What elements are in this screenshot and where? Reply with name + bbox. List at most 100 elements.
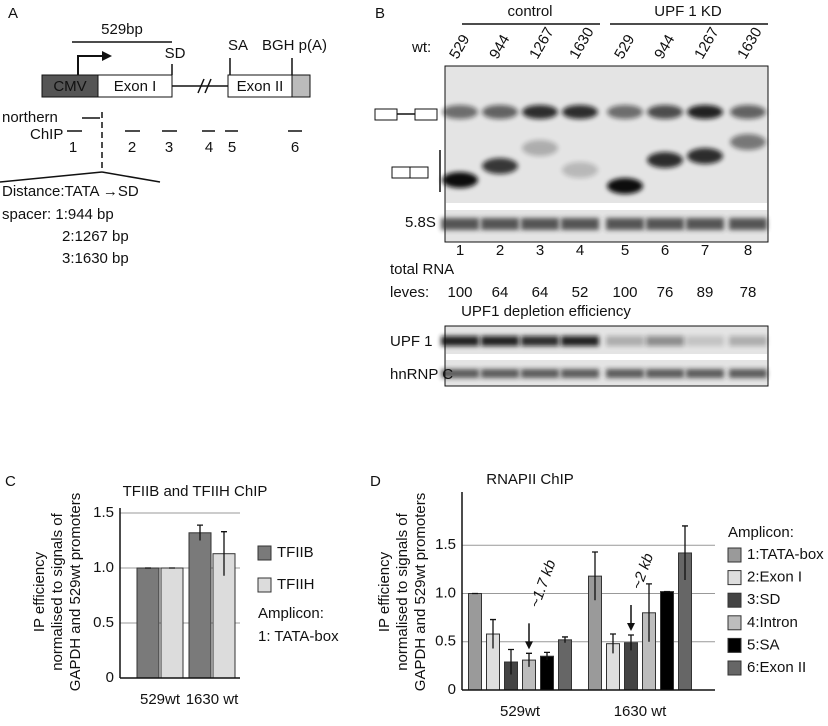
rna-band — [730, 105, 766, 119]
spacer-label: spacer: 1:944 bp — [2, 206, 114, 223]
spacer-label: 3:1630 bp — [62, 250, 129, 267]
lane-number: 5 — [621, 242, 629, 259]
icon — [391, 166, 411, 179]
polya-box — [291, 74, 311, 98]
break — [197, 78, 205, 94]
box-label: Exon II — [237, 78, 284, 95]
rna-band — [522, 140, 558, 156]
western-band — [686, 369, 724, 378]
chart-title: RNAPII ChIP — [486, 471, 574, 488]
y-tick-label: 0 — [448, 681, 456, 698]
western-band — [561, 369, 599, 378]
lane-label: 1630 — [566, 25, 597, 62]
y-tick-label: 1.0 — [435, 584, 456, 601]
lane-label: 529 — [611, 32, 638, 62]
length-label: 529bp — [101, 21, 143, 38]
lane-label: 1630 — [734, 25, 765, 62]
rna-level: 100 — [612, 284, 637, 301]
rna-level: 100 — [447, 284, 472, 301]
error-bar — [646, 583, 652, 642]
error-bar — [508, 648, 514, 675]
bar — [160, 567, 184, 679]
rna-band — [607, 178, 643, 194]
rna-band — [562, 105, 598, 119]
lane-number: 6 — [661, 242, 669, 259]
blot-label: UPF 1 — [390, 333, 433, 350]
error-bar — [221, 531, 227, 576]
lane-number: 3 — [536, 242, 544, 259]
marker-band — [441, 218, 479, 230]
arrow-head — [627, 622, 635, 631]
icon — [374, 108, 398, 121]
lane-label: 1267 — [691, 25, 722, 62]
rna-band — [442, 172, 478, 188]
legend-swatch — [727, 570, 742, 586]
y-axis-label: normalised to signals of — [49, 512, 66, 670]
x-tick-label: 1630 wt — [186, 691, 239, 708]
amplicon-label: 1 — [69, 139, 77, 156]
western-band — [521, 336, 559, 346]
bar — [540, 655, 554, 691]
error-bar — [628, 634, 634, 651]
rna-label: leves: — [390, 284, 429, 301]
legend-swatch — [727, 615, 742, 631]
panel-label: C — [5, 473, 16, 490]
depletion-label: UPF1 depletion efficiency — [461, 303, 631, 320]
group-label: control — [507, 3, 552, 20]
y-tick-label: 0.5 — [435, 633, 456, 650]
western-band — [561, 336, 599, 346]
error-bar — [544, 651, 550, 661]
icon — [414, 108, 438, 121]
legend-swatch — [257, 577, 272, 593]
group-label: UPF 1 KD — [654, 3, 722, 20]
rna-level: 64 — [532, 284, 549, 301]
panel-label: D — [370, 473, 381, 490]
legend-label: TFIIB — [277, 544, 314, 561]
annotation: ~1.7 kb — [527, 558, 560, 610]
marker-band — [561, 218, 599, 230]
rna-band — [647, 105, 683, 119]
fan — [0, 171, 103, 183]
panel-label: A — [8, 5, 18, 22]
y-axis-label: GAPDH and 529wt promoters — [412, 493, 429, 691]
legend-swatch — [257, 545, 272, 561]
marker-band — [606, 218, 644, 230]
error-bar — [197, 524, 203, 541]
western-band — [441, 336, 479, 346]
marker-band — [481, 218, 519, 230]
legend-title: Amplicon: — [728, 524, 794, 541]
error-bar — [682, 525, 688, 580]
lane-label: 944 — [486, 32, 513, 62]
marker-band — [646, 218, 684, 230]
lane-label: 1267 — [526, 25, 557, 62]
chip-label: ChIP — [30, 126, 63, 143]
promoter-arrow — [77, 55, 104, 75]
marker-band — [729, 218, 767, 230]
amplicon-label: 6 — [291, 139, 299, 156]
lane-label: 944 — [651, 32, 678, 62]
marker-label: 5.8S — [405, 214, 436, 231]
legend-label: 2:Exon I — [747, 569, 802, 586]
rna-band — [442, 105, 478, 119]
annotation: ~2 kb — [629, 551, 658, 592]
site-label: SA — [228, 37, 248, 54]
y-axis-label: IP efficiency — [31, 551, 48, 632]
x-tick-label: 529wt — [140, 691, 181, 708]
legend-note: 1: TATA-box — [258, 628, 339, 645]
legend-swatch — [727, 592, 742, 608]
western-band — [481, 369, 519, 378]
bar — [468, 593, 482, 691]
box-label: CMV — [53, 78, 86, 95]
amplicon-label: 2 — [128, 139, 136, 156]
rna-band — [687, 105, 723, 119]
distance-label: Distance:TATA →SD — [2, 183, 139, 200]
rna-band — [482, 105, 518, 119]
rna-band — [482, 158, 518, 174]
lane-number: 2 — [496, 242, 504, 259]
amplicon-label: 4 — [205, 139, 213, 156]
bar — [558, 639, 572, 691]
rna-level: 64 — [492, 284, 509, 301]
lane-number: 8 — [744, 242, 752, 259]
spacer-label: 2:1267 bp — [62, 228, 129, 245]
rna-level: 52 — [572, 284, 589, 301]
